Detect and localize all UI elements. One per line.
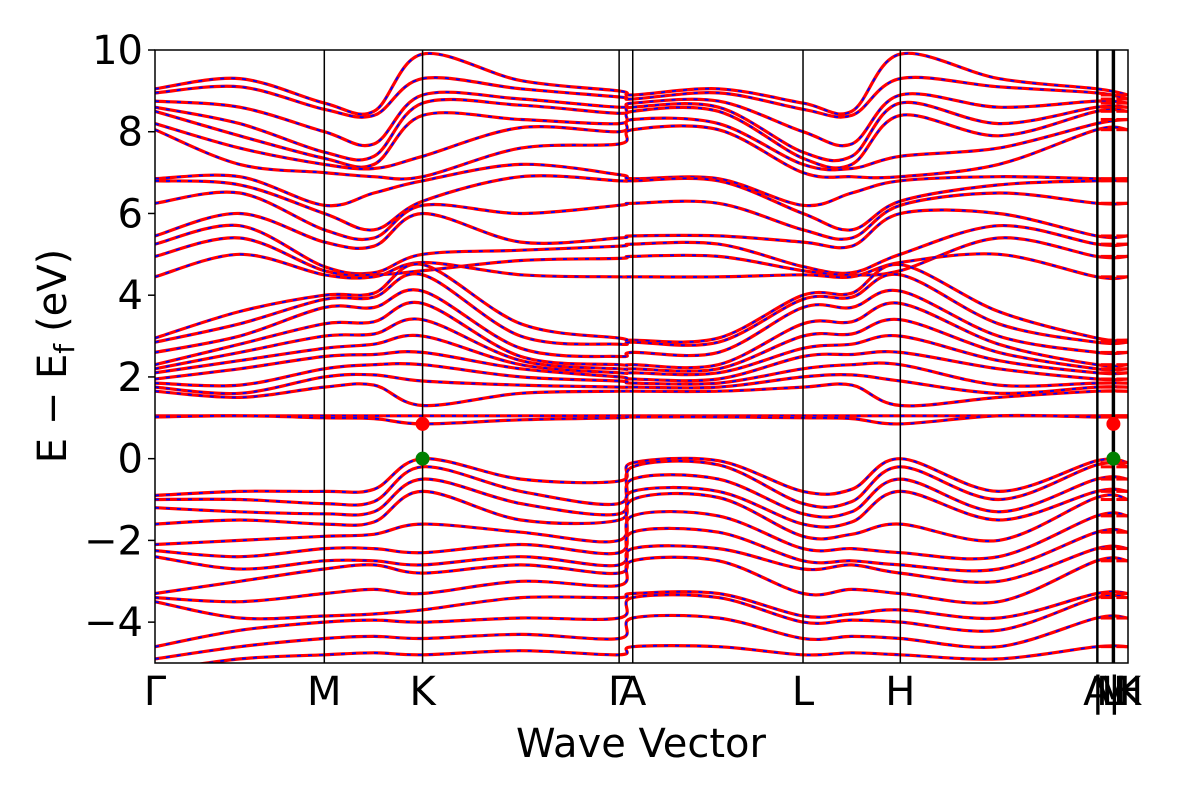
band-line-dashed-1 (155, 76, 1128, 119)
band-line-dashed-12 (155, 236, 1128, 277)
band-line-dashed-25 (155, 414, 1128, 425)
x-tick-label-5: L (792, 669, 815, 715)
x-tick-label-3: Γ (608, 669, 631, 715)
y-tick-label-4: 4 (118, 273, 143, 319)
band-line-dashed-17 (155, 301, 1128, 369)
band-line-dashed-0 (155, 52, 1128, 116)
band-line-dashed-3 (155, 98, 1128, 162)
y-axis-ticks: −4 −2 0 2 4 6 8 10 (84, 28, 155, 646)
y-tick-label-3: 2 (118, 355, 143, 401)
y-axis-label: E − Ef (eV) (30, 249, 81, 464)
high-symmetry-lines (323, 50, 1116, 663)
x-tick-label-0: Γ (144, 669, 167, 715)
y-axis-label-subscript: f (48, 343, 81, 354)
x-tick-label-13: K (1115, 669, 1143, 715)
plot-frame (154, 49, 1129, 664)
x-tick-label-1: M (307, 669, 342, 715)
band-line-dashed-13 (155, 252, 1128, 280)
x-tick-label-6: H (885, 669, 915, 715)
y-axis-label-unit: (eV) (30, 249, 76, 332)
band-line-dashed-10 (155, 209, 1128, 250)
band-line-dashed-14 (155, 263, 1128, 343)
x-tick-label-4: A (619, 669, 647, 715)
y-tick-label-6: 8 (118, 110, 143, 156)
band-line-dashed-28 (155, 473, 1128, 519)
band-edge-markers (415, 416, 1121, 466)
x-axis-label: Wave Vector (516, 721, 767, 767)
y-tick-label-0: −4 (84, 600, 143, 646)
x-tick-label-8: | (1091, 669, 1104, 715)
cbm-marker-main (415, 416, 430, 431)
x-tick-label-2: K (409, 669, 437, 715)
x-tick-label-11: | (1108, 669, 1121, 715)
band-line-dashed-15 (155, 272, 1128, 347)
x-tick-label-10: M (1096, 669, 1131, 715)
y-tick-label-2: 0 (118, 437, 143, 483)
band-line-dashed-22 (155, 373, 1128, 395)
y-tick-label-5: 6 (118, 191, 143, 237)
band-line-dashed-9 (155, 191, 1128, 241)
x-axis-ticks: Γ M K ΓA L H A|LM|HK (144, 669, 1143, 715)
y-tick-label-7: 10 (92, 28, 143, 74)
vbm-marker-main (415, 451, 430, 466)
vbm-marker-tail (1106, 451, 1121, 466)
y-axis-label-main: E − E (30, 354, 76, 464)
x-tick-label-9: L (1101, 669, 1124, 715)
cbm-marker-tail (1106, 416, 1121, 431)
x-tick-label-12: H (1113, 669, 1143, 715)
x-tick-label-7: A (1083, 669, 1111, 715)
y-tick-label-1: −2 (84, 518, 143, 564)
band-line-dashed-33 (155, 544, 1128, 595)
band-line-dashed-20 (155, 350, 1128, 382)
